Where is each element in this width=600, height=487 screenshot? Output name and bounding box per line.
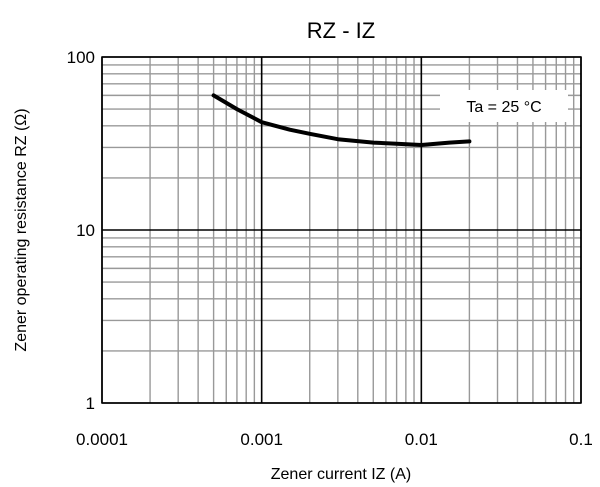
chart-title: RZ - IZ: [307, 18, 375, 43]
plot-frame: [101, 56, 582, 404]
x-axis-label: Zener current IZ (A): [271, 466, 411, 483]
y-tick-label: 100: [67, 48, 95, 67]
y-axis-label: Zener operating resistance RZ (Ω): [13, 108, 30, 351]
y-tick-label: 10: [76, 221, 95, 240]
series-line: [211, 93, 472, 147]
annotation-box: [440, 90, 568, 122]
x-tick-label: 0.1: [569, 430, 593, 449]
annotation: Ta = 25 °C: [440, 90, 568, 122]
x-tick-label: 0.01: [405, 430, 438, 449]
annotation-label: Ta = 25 °C: [466, 99, 541, 116]
x-tick-label: 0.0001: [76, 430, 128, 449]
y-tick-labels: 1 10 100: [67, 48, 95, 413]
x-tick-labels: 0.0001 0.001 0.01 0.1: [76, 430, 593, 449]
x-tick-label: 0.001: [240, 430, 283, 449]
y-tick-label: 1: [86, 394, 95, 413]
series-group: [211, 93, 472, 147]
